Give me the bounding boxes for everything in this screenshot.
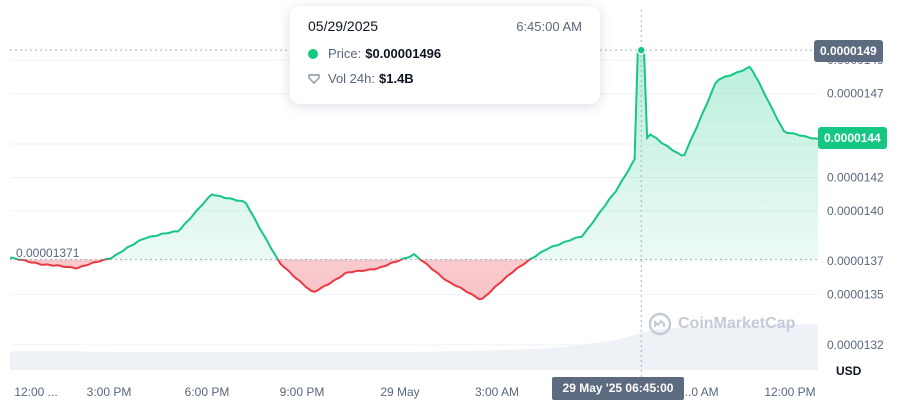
tooltip-volume-value: $1.4B	[379, 71, 414, 86]
tooltip-date: 05/29/2025	[308, 18, 379, 34]
tooltip-price-label: Price:	[328, 46, 362, 61]
grid-lines	[10, 59, 818, 346]
volume-shape	[10, 324, 818, 370]
price-line-up	[10, 49, 819, 260]
coinmarketcap-logo-icon	[648, 312, 672, 336]
current-price-badge: 0.0000144	[818, 127, 887, 149]
price-line	[10, 49, 819, 301]
x-tick-label: 12:00 ...	[14, 385, 57, 399]
coinmarketcap-watermark: CoinMarketCap	[648, 312, 795, 336]
x-tick-label: 3:00 AM	[475, 385, 519, 399]
tooltip-price-value: $0.00001496	[365, 46, 442, 61]
y-tick-label: 0.0000137	[827, 254, 884, 268]
y-tick-label: 0.0000140	[827, 204, 884, 218]
volume-area	[10, 324, 818, 370]
tooltip-time: 6:45:00 AM	[516, 18, 582, 34]
reference-price-label: 0.00001371	[16, 246, 80, 260]
currency-label: USD	[836, 364, 862, 378]
tooltip-volume-label: Vol 24h:	[328, 71, 375, 86]
y-tick-label: 0.0000142	[827, 170, 884, 184]
hover-crosshair	[10, 10, 818, 378]
price-dot-icon	[308, 48, 318, 59]
y-tick-label: 0.0000132	[827, 338, 884, 352]
x-tick-label: 3:00 PM	[87, 385, 132, 399]
x-tick-label: 29 May	[380, 385, 419, 399]
hover-price-badge: 0.0000149	[814, 40, 883, 62]
hover-point	[636, 45, 646, 55]
x-tick-label: ...0 AM	[681, 385, 718, 399]
watermark-text: CoinMarketCap	[678, 315, 796, 332]
price-tooltip: 05/29/2025 6:45:00 AM Price: $0.00001496…	[290, 6, 600, 104]
tooltip-price-row: Price: $0.00001496	[308, 46, 582, 61]
y-tick-label: 0.0000147	[827, 87, 884, 101]
x-tick-label: 9:00 PM	[280, 385, 325, 399]
volume-shield-icon	[308, 73, 320, 84]
x-tick-label: 6:00 PM	[185, 385, 230, 399]
tooltip-volume-row: Vol 24h: $1.4B	[308, 71, 582, 86]
hover-time-badge: 29 May '25 06:45:00	[552, 377, 684, 400]
x-tick-label: 12:00 PM	[764, 385, 815, 399]
y-tick-label: 0.0000135	[827, 288, 884, 302]
area-above-reference	[10, 50, 818, 260]
